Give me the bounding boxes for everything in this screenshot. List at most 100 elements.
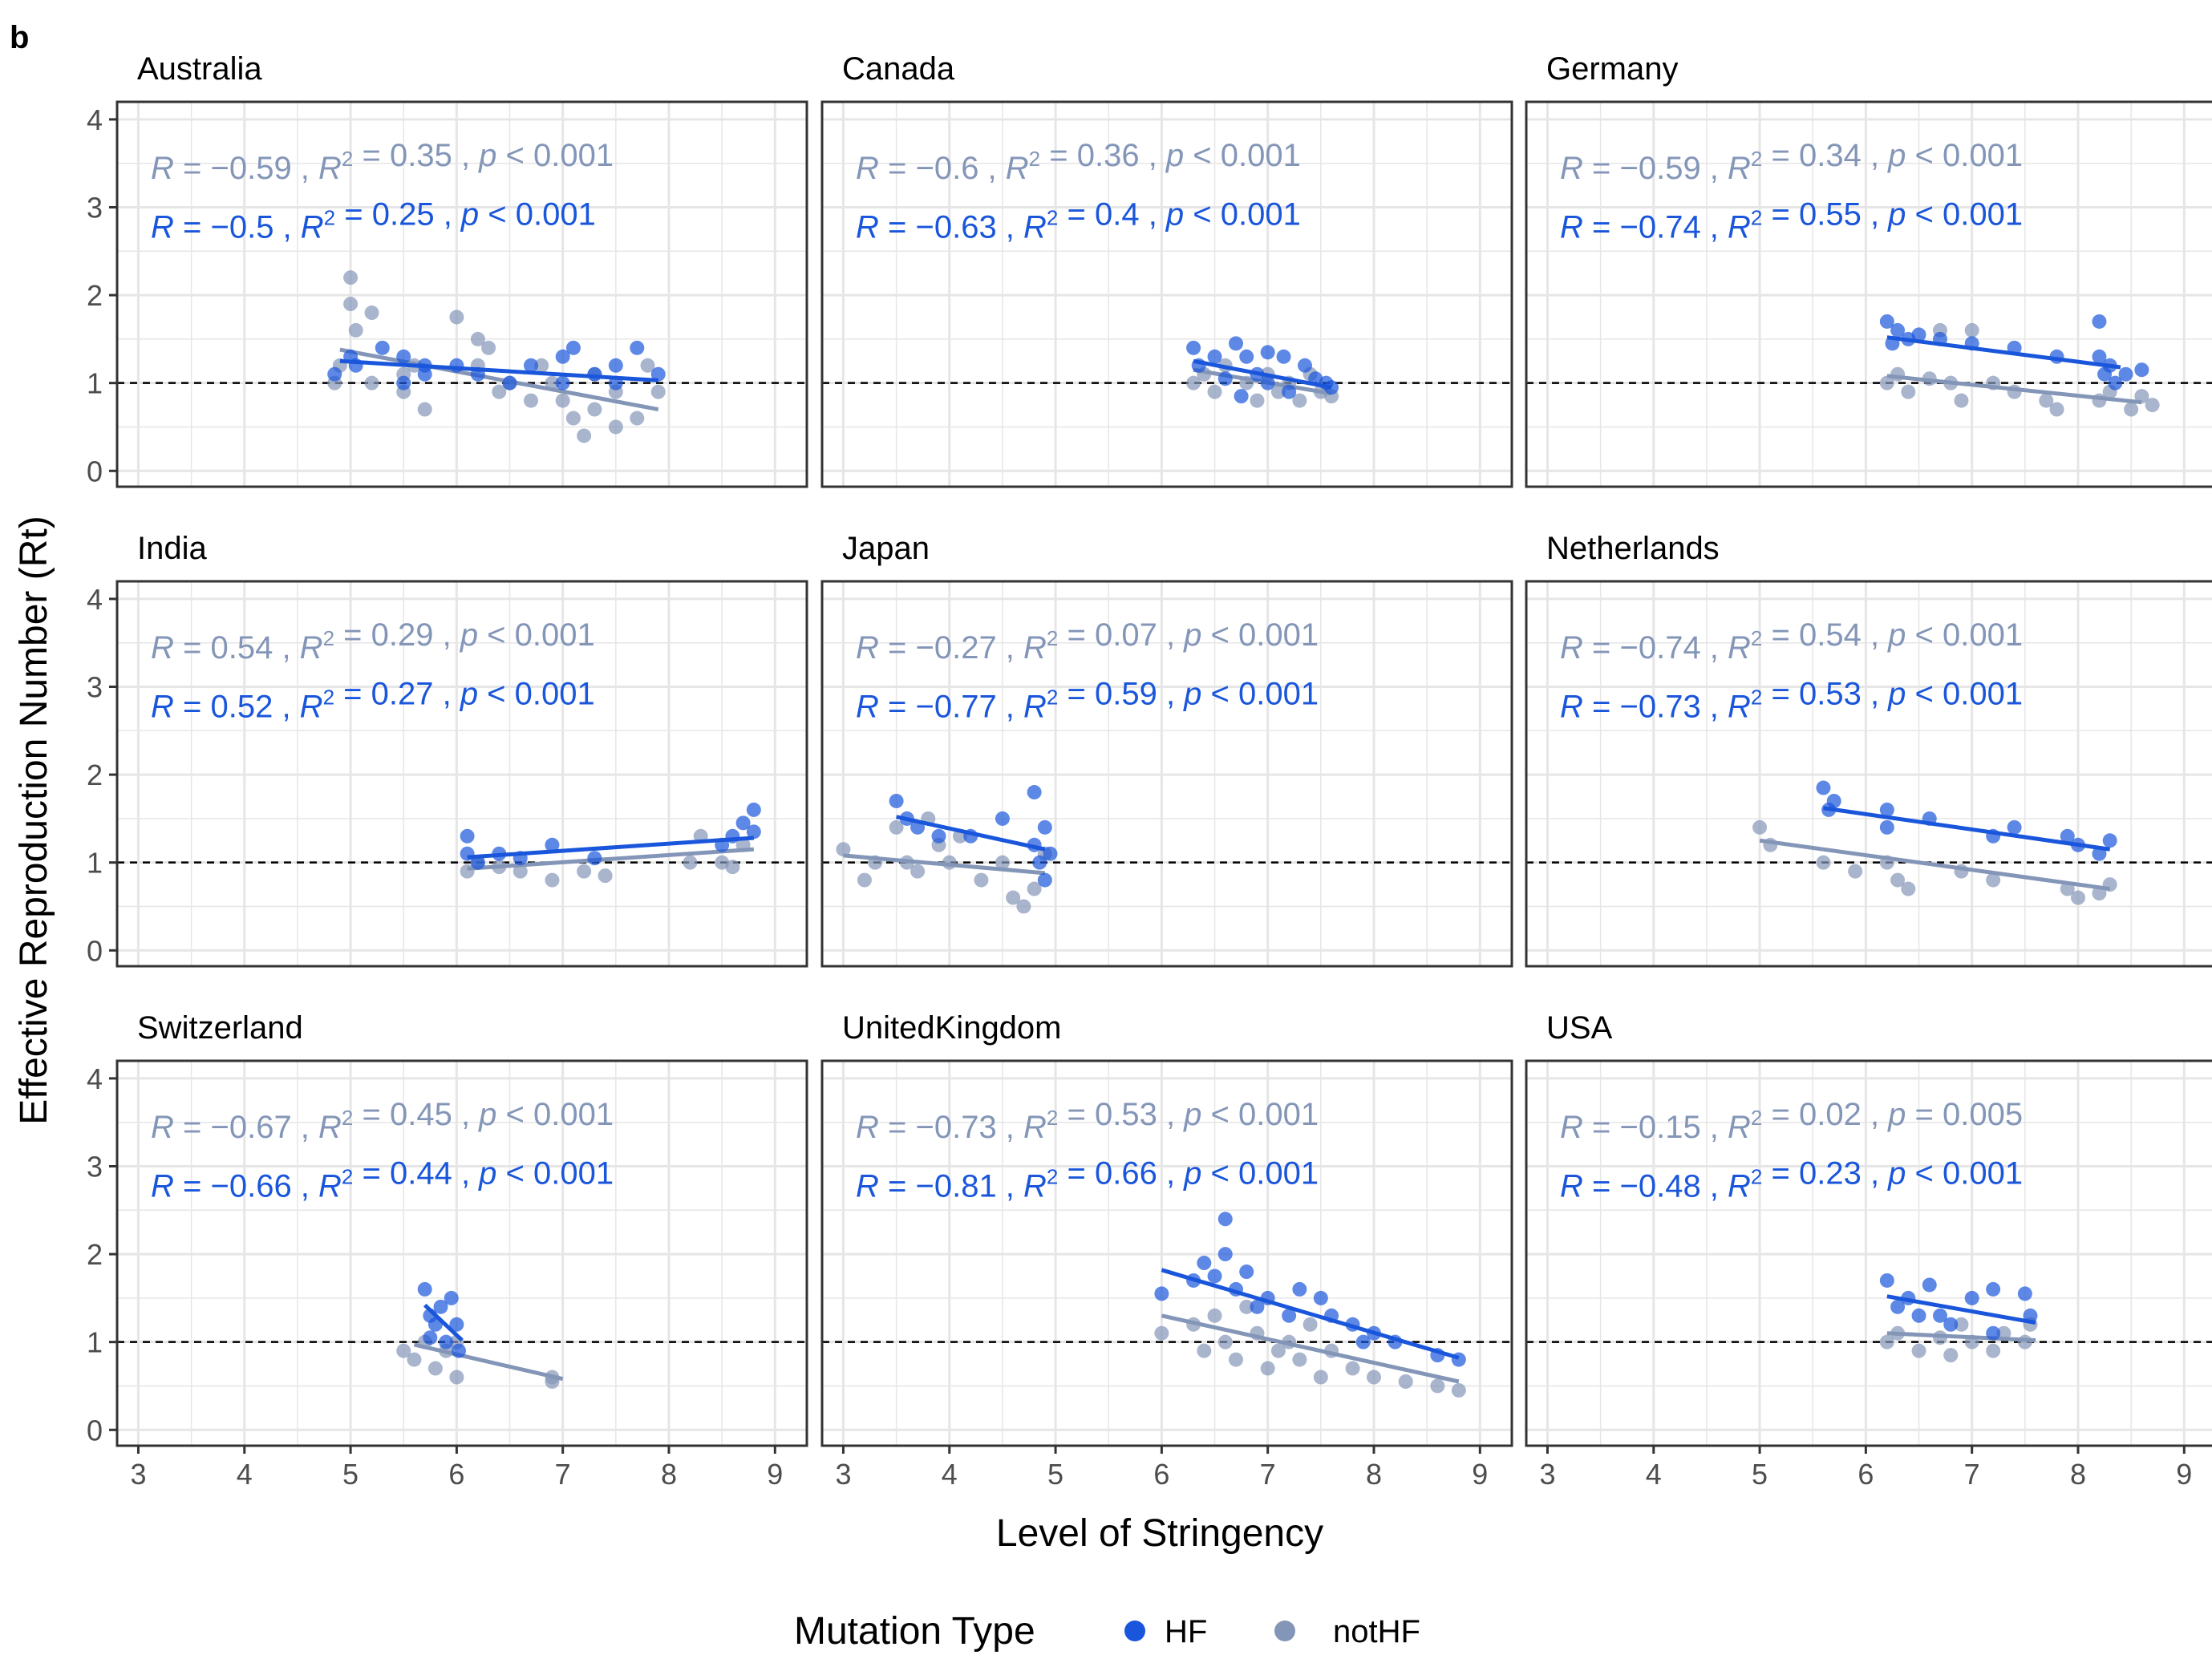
data-point-hf (433, 1299, 448, 1314)
fit-line-nothf (467, 847, 755, 871)
data-point-hf (1282, 1308, 1297, 1323)
stats-nothf: R = −0.15 , R2 = 0.02 , p = 0.005 (1560, 1097, 2023, 1145)
fit-line-nothf (1886, 374, 2142, 405)
data-point-nothf (577, 428, 592, 443)
data-point-hf (1027, 785, 1042, 800)
data-point-nothf (364, 375, 379, 390)
data-point-hf (1964, 1290, 1979, 1305)
data-point-nothf (2039, 393, 2054, 408)
data-point-hf (1197, 1256, 1212, 1271)
x-tick-label: 6 (1858, 1458, 1874, 1491)
data-point-hf (931, 828, 946, 844)
data-point-nothf (1879, 1334, 1894, 1349)
data-point-hf (2007, 819, 2022, 835)
data-point-nothf (1901, 881, 1916, 896)
panel-germany: Germany R = −0.59 , R2 = 0.34 , p < 0.001… (1525, 51, 2212, 488)
data-point-hf (1260, 375, 1275, 390)
panel-netherlands: Netherlands R = −0.74 , R2 = 0.54 , p < 0… (1525, 531, 2212, 968)
data-point-nothf (889, 819, 904, 835)
data-point-hf (1229, 336, 1243, 351)
data-point-hf (1043, 846, 1058, 861)
data-point-hf (889, 793, 904, 808)
data-point-nothf (1006, 890, 1021, 905)
x-tick-label: 7 (1964, 1458, 1980, 1491)
stats-hf: R = −0.5 , R2 = 0.25 , p < 0.001 (151, 197, 596, 245)
panel-canada: Canada R = −0.6 , R2 = 0.36 , p < 0.001 R … (820, 51, 1513, 488)
data-point-nothf (565, 411, 581, 426)
data-point-nothf (1943, 1348, 1959, 1363)
fit-line-hf (423, 1303, 464, 1342)
data-point-nothf (587, 402, 602, 417)
data-point-hf (2102, 833, 2117, 848)
data-point-nothf (1816, 855, 1831, 870)
stats-nothf: R = −0.59 , R2 = 0.34 , p < 0.001 (1560, 138, 2023, 186)
data-point-nothf (364, 305, 379, 321)
data-point-hf (1217, 1247, 1233, 1262)
data-point-nothf (1313, 1370, 1328, 1385)
data-point-hf (396, 375, 411, 390)
stats-nothf: R = −0.6 , R2 = 0.36 , p < 0.001 (856, 138, 1301, 186)
data-point-hf (452, 1343, 467, 1358)
data-point-hf (1037, 819, 1052, 835)
data-point-hf (1250, 1299, 1265, 1314)
data-point-nothf (1367, 1370, 1381, 1385)
panel-title: Switzerland (137, 1010, 303, 1046)
x-tick-label: 9 (2176, 1458, 2192, 1491)
data-point-nothf (534, 358, 549, 373)
data-point-hf (1890, 322, 1906, 338)
data-point-nothf (1890, 872, 1906, 888)
data-point-nothf (1016, 899, 1031, 914)
legend-key-nothf (1274, 1621, 1295, 1641)
data-point-hf (1282, 384, 1297, 399)
data-point-nothf (1848, 864, 1863, 879)
data-point-nothf (1154, 1325, 1169, 1341)
data-point-hf (2092, 314, 2107, 329)
data-point-nothf (1270, 384, 1286, 399)
y-tick-label: 4 (87, 103, 103, 136)
panel-title: India (137, 531, 207, 566)
y-tick-label: 3 (87, 671, 103, 704)
stats-nothf: R = 0.54 , R2 = 0.29 , p < 0.001 (151, 617, 595, 666)
data-point-hf (1890, 1299, 1906, 1314)
panel-title: Australia (137, 51, 262, 87)
data-point-nothf (1207, 1308, 1222, 1323)
panel-frame (1525, 1059, 2212, 1447)
data-point-hf (1879, 314, 1894, 329)
facet-panels: Australia R = −0.59 , R2 = 0.35 , p < 0.0… (87, 51, 2212, 1491)
panel-title: Canada (842, 51, 955, 87)
data-point-hf (1355, 1334, 1371, 1349)
data-point-nothf (524, 393, 538, 408)
data-point-hf (1816, 780, 1831, 795)
data-point-hf (1879, 802, 1894, 817)
data-point-nothf (1964, 322, 1979, 338)
data-point-nothf (545, 872, 560, 888)
data-point-nothf (577, 864, 592, 879)
x-axis-label: Level of Stringency (996, 1512, 1323, 1555)
data-point-nothf (427, 1361, 443, 1376)
x-tick-label: 7 (1260, 1458, 1276, 1491)
data-point-hf (2092, 349, 2107, 364)
x-tick-label: 9 (767, 1458, 783, 1491)
data-point-hf (2060, 828, 2075, 844)
data-point-nothf (640, 358, 655, 373)
y-tick-label: 2 (87, 1238, 103, 1271)
data-point-nothf (555, 393, 570, 408)
data-point-hf (396, 349, 411, 364)
data-point-nothf (1986, 1343, 2001, 1358)
x-tick-label: 8 (1366, 1458, 1382, 1491)
data-point-hf (650, 366, 666, 382)
data-point-hf (502, 375, 517, 390)
y-tick-label: 1 (87, 367, 103, 400)
data-point-nothf (449, 310, 464, 325)
x-tick-label: 4 (942, 1458, 958, 1491)
data-point-hf (524, 358, 538, 373)
data-point-nothf (2017, 1334, 2032, 1349)
fit-line-nothf (413, 1342, 564, 1382)
data-point-hf (746, 824, 761, 840)
data-point-nothf (598, 868, 613, 884)
stats-nothf: R = −0.67 , R2 = 0.45 , p < 0.001 (151, 1097, 614, 1145)
y-tick-label: 1 (87, 847, 103, 880)
data-point-nothf (1430, 1378, 1445, 1394)
data-point-hf (2108, 375, 2123, 390)
